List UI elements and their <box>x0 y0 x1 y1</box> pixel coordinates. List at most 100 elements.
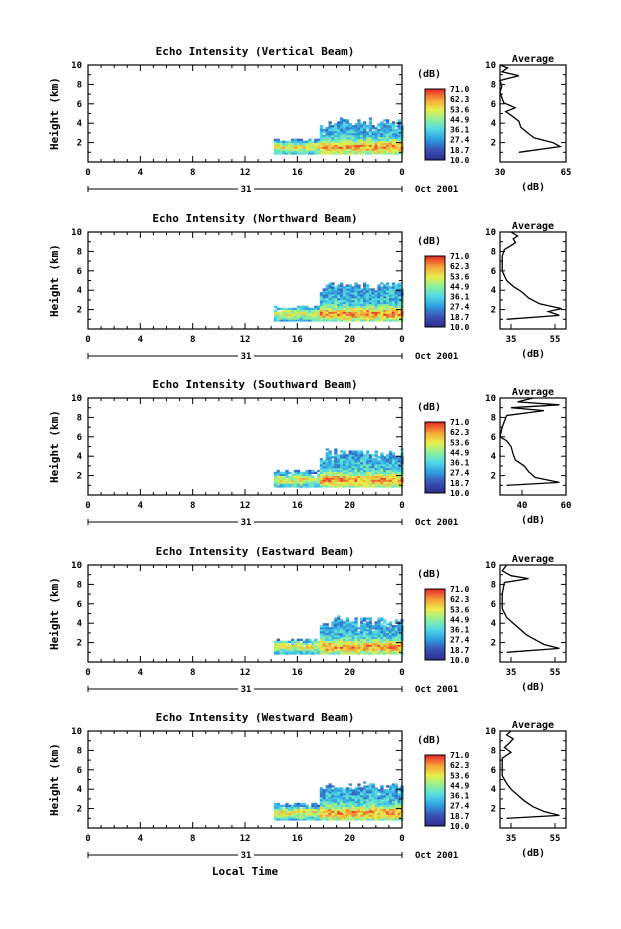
heatmap-cell <box>351 460 355 463</box>
colorbar-swatch <box>425 757 445 760</box>
heatmap-cell <box>331 804 335 807</box>
heatmap-cell <box>348 627 352 630</box>
heatmap-cell <box>328 290 332 293</box>
heatmap-cell <box>293 142 298 145</box>
heatmap-cell <box>363 475 367 478</box>
heatmap-cell <box>348 473 352 476</box>
heatmap-cell <box>302 477 306 480</box>
heatmap-cell <box>351 129 355 132</box>
heatmap-cell <box>331 311 335 314</box>
heatmap-cell <box>388 797 393 800</box>
heatmap-cell <box>363 134 367 138</box>
heatmap-cell <box>325 456 329 459</box>
heatmap-cell <box>328 787 332 790</box>
heatmap-cell <box>380 644 384 647</box>
heatmap-cell <box>374 127 378 130</box>
heatmap-cell <box>325 454 329 457</box>
heatmap-cell <box>305 804 309 807</box>
heatmap-cell <box>386 462 390 465</box>
heatmap-cell <box>279 473 283 476</box>
heatmap-cell <box>351 294 355 297</box>
heatmap-cell <box>351 806 355 809</box>
heatmap-cell <box>354 806 358 809</box>
heatmap-cell <box>363 652 367 655</box>
heatmap-cell <box>391 288 396 291</box>
heatmap-cell <box>317 477 321 480</box>
heatmap-cell <box>311 642 315 645</box>
heatmap-cell <box>383 640 387 643</box>
heatmap-cell <box>337 464 341 467</box>
heatmap-cell <box>354 646 358 649</box>
heatmap-cell <box>368 818 373 821</box>
heatmap-cell <box>363 644 367 647</box>
heatmap-cell <box>337 632 341 636</box>
date-suffix-label: Oct 2001 <box>415 518 458 528</box>
heatmap-cell <box>386 464 390 467</box>
heatmap-cell <box>348 640 352 643</box>
heatmap-cell <box>279 818 283 821</box>
heatmap-cell <box>371 627 375 630</box>
heatmap-cell <box>285 818 289 821</box>
heatmap-cell <box>345 789 349 792</box>
heatmap-cell <box>386 800 390 804</box>
heatmap-cell <box>328 303 332 307</box>
heatmap-cell <box>386 296 390 299</box>
heatmap-cell <box>360 789 364 792</box>
x-tick-label: 0 <box>399 834 404 844</box>
heatmap-cell <box>363 485 367 488</box>
heatmap-cell <box>331 456 335 459</box>
heatmap-cell <box>394 319 398 322</box>
heatmap-cell <box>368 804 373 807</box>
heatmap-cell <box>377 298 381 301</box>
heatmap-cell <box>322 136 326 140</box>
heatmap-cell <box>348 284 352 287</box>
heatmap-cell <box>386 479 390 482</box>
colorbar-swatch <box>425 281 445 285</box>
heatmap-cell <box>340 148 344 151</box>
heatmap-cell <box>337 317 341 320</box>
heatmap-cell <box>288 477 292 480</box>
heatmap-cell <box>348 292 352 295</box>
heatmap-cell <box>322 144 326 147</box>
heatmap-cell <box>317 311 321 314</box>
heatmap-cell <box>383 636 387 640</box>
heatmap-cell <box>377 471 381 474</box>
heatmap-cell <box>351 458 355 461</box>
heatmap-cell <box>337 629 341 632</box>
heatmap-cell <box>342 808 347 811</box>
heatmap-cell <box>348 800 352 804</box>
heatmap-cell <box>345 631 349 634</box>
heatmap-cell <box>340 119 344 122</box>
heatmap-cell <box>374 795 378 798</box>
heatmap-cell <box>365 127 370 130</box>
heatmap-cell <box>291 146 295 149</box>
heatmap-cell <box>391 481 396 484</box>
heatmap-cell <box>397 284 401 287</box>
heatmap-cell <box>325 625 329 628</box>
heatmap-cell <box>273 309 278 312</box>
heatmap-cell <box>331 146 335 149</box>
heatmap-cell <box>334 816 338 819</box>
heatmap-cell <box>311 150 315 153</box>
heatmap-cell <box>391 464 396 467</box>
heatmap-cell <box>291 481 295 484</box>
colorbar-swatch <box>425 437 445 441</box>
heatmap-cell <box>365 292 370 295</box>
heatmap-cell <box>325 465 329 469</box>
heatmap-cell <box>337 483 341 486</box>
heatmap-cell <box>365 452 370 455</box>
heatmap-cell <box>368 634 373 638</box>
heatmap-cell <box>380 632 384 636</box>
heatmap-cell <box>331 299 335 303</box>
heatmap-cell <box>340 136 344 140</box>
heatmap-cell <box>311 142 315 145</box>
heatmap-cell <box>368 317 373 320</box>
heatmap-cell <box>391 123 396 126</box>
heatmap-cell <box>363 121 367 124</box>
colorbar-swatch <box>425 808 445 811</box>
heatmap-cell <box>368 465 373 469</box>
heatmap-cell <box>308 485 312 488</box>
heatmap-cell <box>383 119 387 122</box>
heatmap-cell <box>273 473 278 476</box>
heatmap-cell <box>380 127 384 130</box>
